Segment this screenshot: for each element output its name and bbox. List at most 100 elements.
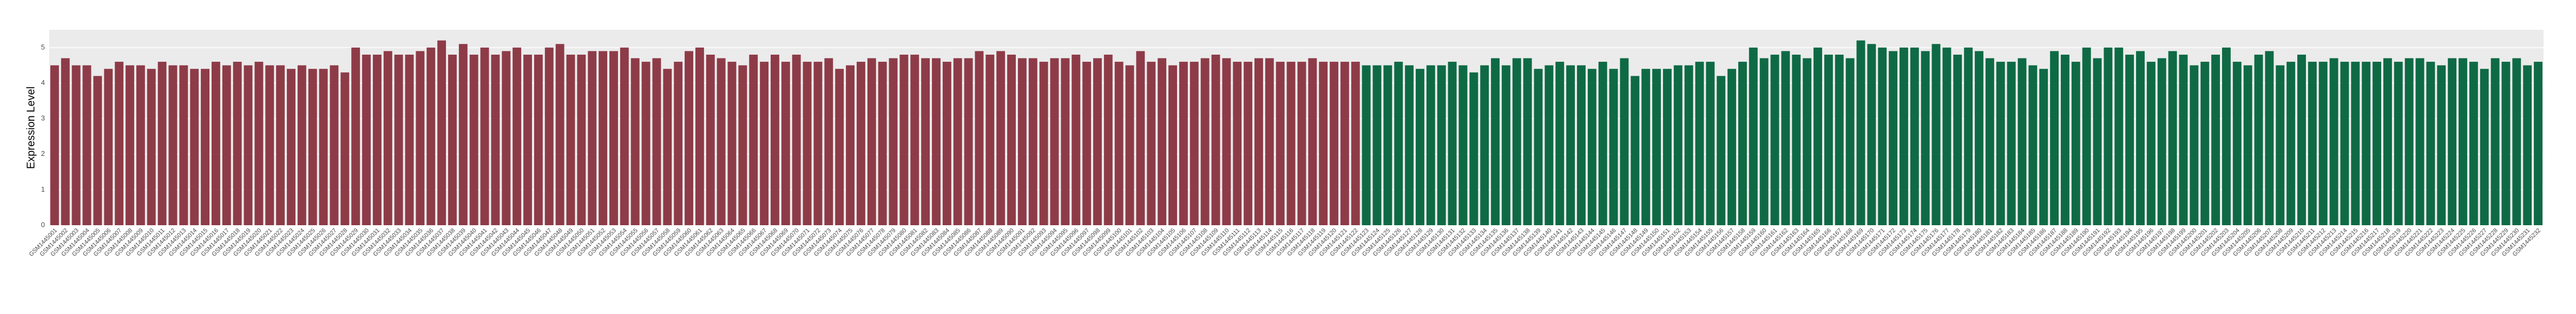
bar bbox=[1254, 58, 1263, 225]
bar bbox=[211, 62, 220, 225]
bar bbox=[1803, 58, 1812, 225]
bar bbox=[1039, 62, 1048, 225]
bar bbox=[1082, 62, 1092, 225]
bar bbox=[663, 69, 672, 225]
bar bbox=[1770, 54, 1779, 225]
bar bbox=[265, 65, 274, 226]
bar bbox=[889, 58, 898, 225]
bar bbox=[1813, 47, 1822, 226]
bar bbox=[727, 62, 737, 225]
bar bbox=[1620, 58, 1629, 225]
bar bbox=[2383, 58, 2392, 225]
bar bbox=[2200, 62, 2210, 225]
bar bbox=[1889, 51, 1898, 225]
bar bbox=[1469, 72, 1478, 225]
bar bbox=[867, 58, 876, 225]
bar bbox=[2125, 54, 2134, 225]
bar bbox=[1244, 62, 1253, 225]
bar bbox=[437, 40, 446, 225]
bar bbox=[276, 65, 285, 226]
bar bbox=[1200, 58, 1210, 225]
bar bbox=[1426, 65, 1435, 226]
bar bbox=[233, 62, 242, 225]
bar bbox=[2114, 47, 2124, 226]
bar bbox=[1577, 65, 1586, 226]
bar bbox=[405, 54, 414, 225]
bar bbox=[2276, 65, 2285, 226]
bar bbox=[1114, 62, 1123, 225]
bar bbox=[458, 44, 468, 225]
bar bbox=[964, 58, 973, 225]
bar bbox=[1845, 58, 1855, 225]
bar bbox=[1168, 65, 1177, 226]
bar bbox=[1394, 62, 1403, 225]
bar bbox=[126, 65, 134, 226]
bar bbox=[2071, 62, 2080, 225]
bar bbox=[2243, 65, 2252, 226]
bar bbox=[104, 69, 113, 225]
bar bbox=[115, 62, 124, 225]
bar bbox=[577, 54, 586, 225]
bar bbox=[340, 72, 350, 225]
bar bbox=[555, 44, 564, 225]
bar bbox=[620, 47, 629, 226]
bar bbox=[2265, 51, 2274, 225]
bar bbox=[1792, 54, 1801, 225]
bar bbox=[953, 58, 962, 225]
bar bbox=[1856, 40, 1865, 225]
bar bbox=[2028, 65, 2038, 226]
bar bbox=[1931, 44, 1941, 225]
bar bbox=[2340, 62, 2349, 225]
bar bbox=[2426, 62, 2435, 225]
bar bbox=[1125, 65, 1134, 226]
bar bbox=[50, 65, 59, 226]
bar bbox=[2373, 62, 2382, 225]
y-tick-label: 3 bbox=[41, 114, 45, 122]
bar bbox=[985, 54, 995, 225]
bar bbox=[502, 51, 511, 225]
bar bbox=[330, 65, 339, 226]
bar bbox=[1276, 62, 1285, 225]
bar bbox=[2157, 58, 2166, 225]
bar bbox=[2480, 69, 2489, 225]
bar bbox=[168, 65, 178, 226]
bar bbox=[1673, 65, 1683, 226]
bar bbox=[2254, 54, 2263, 225]
bar bbox=[824, 58, 833, 225]
bar bbox=[1587, 69, 1596, 225]
bar bbox=[641, 62, 650, 225]
bar bbox=[2104, 47, 2113, 226]
bar bbox=[1921, 51, 1930, 225]
bar bbox=[1566, 65, 1575, 226]
bar bbox=[2534, 62, 2543, 225]
bar bbox=[1308, 58, 1317, 225]
bar bbox=[2297, 54, 2306, 225]
bar bbox=[1652, 69, 1661, 225]
bar bbox=[813, 62, 823, 225]
bar bbox=[1695, 62, 1704, 225]
bar bbox=[1641, 69, 1651, 225]
bar bbox=[426, 47, 436, 226]
y-tick-label: 2 bbox=[41, 149, 45, 158]
bar bbox=[1103, 54, 1113, 225]
bar bbox=[372, 54, 382, 225]
bar bbox=[523, 54, 533, 225]
bar bbox=[2448, 58, 2457, 225]
bar bbox=[534, 54, 543, 225]
bar bbox=[1555, 62, 1565, 225]
bar bbox=[1093, 58, 1102, 225]
bar bbox=[1136, 51, 1145, 225]
bar bbox=[1222, 58, 1231, 225]
bar bbox=[61, 58, 70, 225]
bar bbox=[1147, 62, 1156, 225]
bar bbox=[394, 54, 403, 225]
y-tick-label: 1 bbox=[41, 185, 45, 193]
bar bbox=[71, 65, 81, 226]
y-tick-label: 5 bbox=[41, 43, 45, 51]
bar bbox=[416, 51, 425, 225]
bar bbox=[1050, 58, 1059, 225]
bar bbox=[1835, 54, 1844, 225]
bar bbox=[512, 47, 522, 226]
bar bbox=[1631, 76, 1640, 225]
